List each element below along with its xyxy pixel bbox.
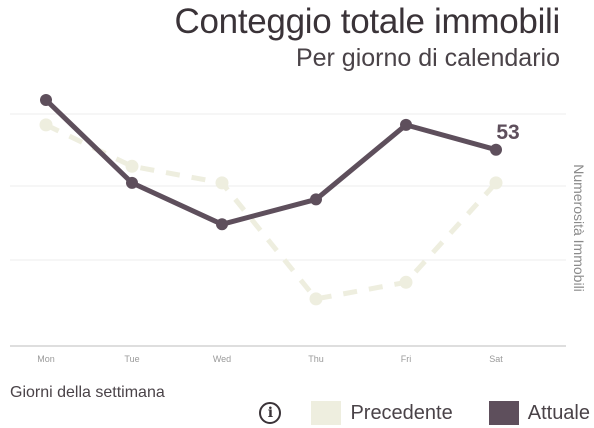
y-axis-title: Numerosità Immobili [571,164,587,292]
series-line-attuale [44,98,497,227]
x-tick-label-fri: Fri [401,354,412,364]
point-precedente-thu [309,292,323,306]
x-tick-label-mon: Mon [37,354,55,364]
legend-swatch-attuale [488,401,519,425]
legend-swatch-precedente [311,401,342,425]
x-tick-label-wed: Wed [213,354,231,364]
series-line-precedente [44,122,498,302]
point-precedente-tue [125,159,139,173]
point-attuale-mon [40,94,52,106]
chart-title: Conteggio totale immobili [174,2,561,41]
point-attuale-fri [400,118,412,131]
point-precedente-sat [489,176,503,190]
x-tick-label-sat: Sat [489,354,503,364]
legend: i Precedente Attuale [259,398,590,428]
line-chart: Mon Tue Wed Thu Fri Sat Numerosità Immobili 53 [10,94,587,364]
x-tick-label-tue: Tue [124,354,139,364]
point-attuale-sat [490,143,502,156]
point-attuale-thu [310,193,322,206]
x-axis-title: Giorni della settimana [10,384,165,401]
point-precedente-wed [215,176,229,190]
point-attuale-wed [216,218,228,231]
info-icon[interactable]: i [259,402,282,424]
chart-subtitle: Per giorno di calendario [295,44,560,72]
point-precedente-fri [399,275,413,289]
x-tick-label-thu: Thu [308,354,324,364]
point-attuale-tue [126,176,138,189]
legend-label-attuale: Attuale [527,401,590,424]
point-precedente-mon [39,118,53,132]
data-label-attuale-sat: 53 [496,121,519,144]
legend-label-precedente: Precedente [350,401,453,424]
